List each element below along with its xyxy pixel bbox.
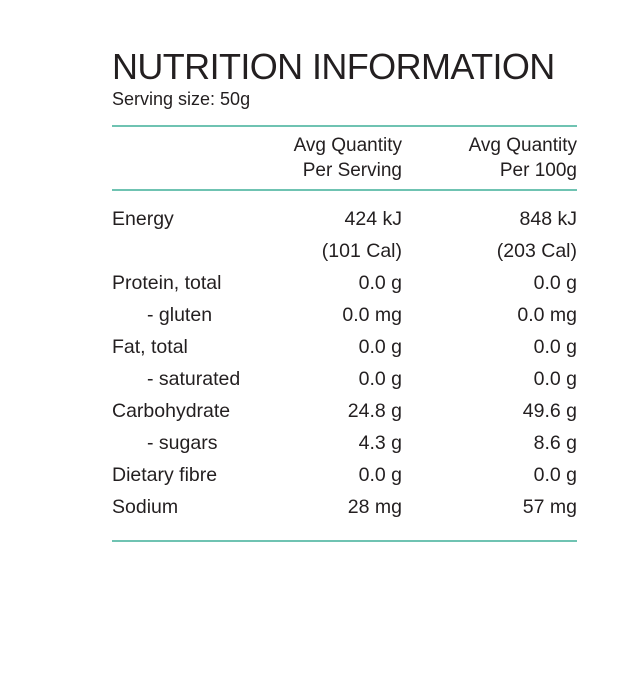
per-serving-value: 4.3 g [358,431,402,454]
per-serving-value: 424 kJ [344,207,402,230]
nutrient-label: Dietary fibre [112,463,218,486]
per-100g-value: 0.0 g [533,463,577,486]
table-row: Dietary fibre 0.0 g 0.0 g [112,459,577,491]
table-row: - gluten 0.0 mg 0.0 mg [112,299,577,331]
per-100g-value: 0.0 mg [517,303,577,326]
header-per-100g: Avg Quantity Per 100g [402,133,577,183]
per-100g-value: 848 kJ [519,207,577,230]
per-serving-value: 0.0 g [358,463,402,486]
header-per-serving-line2: Per Serving [302,160,402,181]
per-serving-value: 0.0 g [358,271,402,294]
header-per-100g-line1: Avg Quantity [468,135,577,156]
nutrient-label: Fat, total [112,335,188,358]
header-per-serving-line1: Avg Quantity [293,135,402,156]
per-serving-value: 24.8 g [347,399,402,422]
nutrient-label: Protein, total [112,271,222,294]
nutrient-label: Energy [112,207,174,230]
nutrient-sublabel: - gluten [147,303,213,326]
table-row: - sugars 4.3 g 8.6 g [112,427,577,459]
nutrient-sublabel: - saturated [147,367,241,390]
per-serving-value: (101 Cal) [321,239,402,262]
header-label-spacer [112,133,282,183]
nutrient-sublabel: - sugars [147,431,218,454]
header-per-100g-line2: Per 100g [499,160,577,181]
per-100g-value: 8.6 g [533,431,577,454]
divider-bottom [112,540,577,542]
per-100g-value: 57 mg [522,495,577,518]
divider-header [112,189,577,191]
per-serving-value: 0.0 mg [342,303,402,326]
nutrient-label: Sodium [112,495,179,518]
header-per-serving: Avg Quantity Per Serving [282,133,402,183]
per-serving-value: 0.0 g [358,367,402,390]
per-100g-value: 0.0 g [533,271,577,294]
nutrient-label: Carbohydrate [112,399,231,422]
table-row: Protein, total 0.0 g 0.0 g [112,267,577,299]
table-row: Carbohydrate 24.8 g 49.6 g [112,395,577,427]
per-100g-value: 0.0 g [533,367,577,390]
table-row: - saturated 0.0 g 0.0 g [112,363,577,395]
table-header: Avg Quantity Per Serving Avg Quantity Pe… [112,133,577,183]
panel-title: NUTRITION INFORMATION [112,46,555,87]
nutrition-panel: NUTRITION INFORMATION Serving size: 50g … [112,46,577,542]
table-row: Fat, total 0.0 g 0.0 g [112,331,577,363]
serving-size: Serving size: 50g [112,89,251,109]
per-serving-value: 28 mg [347,495,402,518]
divider-top [112,125,577,127]
per-100g-value: 0.0 g [533,335,577,358]
per-100g-value: 49.6 g [522,399,577,422]
table-row: Sodium 28 mg 57 mg [112,491,577,523]
per-100g-value: (203 Cal) [496,239,577,262]
table-row: (101 Cal) (203 Cal) [112,235,577,267]
per-serving-value: 0.0 g [358,335,402,358]
nutrient-rows: Energy 424 kJ 848 kJ (101 Cal) (203 Cal)… [112,203,577,523]
table-row: Energy 424 kJ 848 kJ [112,203,577,235]
